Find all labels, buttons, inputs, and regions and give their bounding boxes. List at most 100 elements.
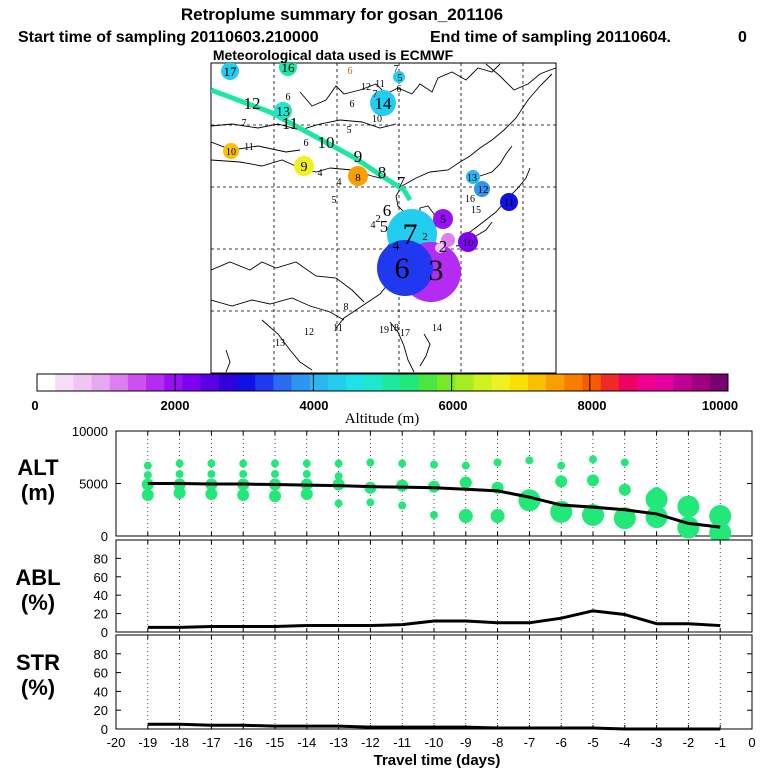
cluster-1: [441, 233, 455, 247]
colorbar-swatch: [309, 374, 329, 391]
alt-scatter-point: [141, 489, 154, 502]
x-tick-label: -15: [266, 735, 285, 750]
alt-scatter-point: [302, 459, 311, 468]
x-tick-label: -20: [107, 735, 126, 750]
y-tick-label: 0: [101, 722, 108, 737]
svg-text:6: 6: [397, 84, 402, 95]
alt-scatter-point: [613, 507, 636, 530]
alt-scatter-point: [398, 501, 407, 510]
alt-scatter-point: [205, 488, 218, 500]
colorbar-swatch: [382, 374, 402, 391]
panel-frame-abl: [115, 539, 753, 633]
y-tick-label: 10000: [72, 424, 108, 439]
cluster-5: [433, 209, 453, 229]
alt-scatter-point: [366, 458, 375, 467]
alt-scatter-point: [620, 458, 629, 467]
alt-scatter-point: [458, 509, 473, 524]
colorbar-tick-8000: 8000: [578, 398, 607, 413]
alt-scatter-point: [143, 471, 152, 480]
x-tick-label: -12: [361, 735, 380, 750]
svg-text:19: 19: [379, 325, 389, 336]
svg-text:14: 14: [432, 323, 442, 334]
alt-scatter-point: [334, 459, 343, 468]
svg-text:6: 6: [383, 201, 392, 220]
cluster-13b: [466, 170, 480, 184]
svg-text:5: 5: [380, 217, 389, 236]
alt-scatter-point: [207, 459, 216, 468]
colorbar-swatch: [91, 374, 111, 391]
svg-text:6: 6: [286, 92, 291, 103]
x-tick-label: -10: [425, 735, 444, 750]
x-tick-label: -6: [555, 735, 567, 750]
x-tick-label: -1: [714, 735, 726, 750]
alt-panel-label: ALT: [17, 455, 59, 480]
colorbar-swatch: [273, 374, 292, 391]
svg-text:7: 7: [242, 118, 247, 129]
svg-text:3: 3: [429, 254, 444, 287]
svg-text:11: 11: [244, 142, 254, 153]
svg-text:10: 10: [463, 237, 475, 249]
met-data-label: Meteorological data used is ECMWF: [213, 47, 454, 63]
svg-text:5: 5: [440, 212, 446, 226]
svg-text:18: 18: [389, 323, 399, 334]
y-tick-label: 80: [94, 647, 108, 662]
colorbar-swatch: [255, 374, 274, 391]
svg-text:10: 10: [318, 133, 335, 152]
svg-text:10: 10: [226, 147, 236, 158]
abl-panel-label: ABL: [15, 565, 60, 590]
alt-scatter-point: [366, 498, 375, 507]
svg-text:8: 8: [378, 163, 387, 182]
svg-text:6: 6: [395, 252, 410, 285]
cluster-17: [221, 63, 239, 80]
svg-text:11: 11: [504, 197, 515, 209]
panel-frame-str: [115, 634, 753, 730]
colorbar-swatch: [673, 374, 693, 391]
colorbar-swatch: [291, 374, 311, 391]
y-tick-label: 80: [94, 551, 108, 566]
alt-scatter-point: [239, 470, 248, 479]
svg-text:14: 14: [375, 94, 393, 113]
x-tick-label: -3: [651, 735, 663, 750]
colorbar-swatch: [164, 374, 183, 391]
colorbar-swatch: [400, 374, 420, 391]
abl-panel-unit: (%): [21, 590, 55, 615]
colorbar-swatch: [364, 374, 383, 391]
svg-text:6: 6: [348, 66, 353, 77]
svg-text:8: 8: [344, 302, 349, 313]
alt-scatter-point: [271, 459, 279, 468]
svg-text:13: 13: [275, 338, 285, 349]
alt-scatter-point: [618, 483, 631, 496]
cluster-15: [393, 71, 405, 83]
svg-text:4: 4: [371, 220, 376, 231]
map-day-labels: 17 16 6 7 5 12 11 7 6 6 6 14 12 13 7 11 …: [224, 63, 515, 349]
svg-text:10: 10: [372, 114, 382, 125]
svg-text:4: 4: [393, 239, 400, 254]
alt-scatter-point: [525, 456, 534, 465]
y-tick-label: 40: [94, 588, 108, 603]
alt-scatter-point: [207, 470, 216, 479]
x-tick-label: -11: [393, 735, 411, 750]
svg-text:4: 4: [337, 177, 342, 188]
colorbar-swatch: [437, 374, 456, 391]
cluster-10: [223, 143, 239, 159]
svg-text:2: 2: [375, 213, 381, 225]
cluster-8: [348, 166, 368, 186]
y-tick-label: 60: [94, 666, 108, 681]
alt-scatter-point: [459, 476, 472, 489]
x-tick-label: 0: [748, 735, 755, 750]
x-tick-label: -14: [297, 735, 316, 750]
alt-scatter-point: [334, 472, 343, 481]
alt-scatter-point: [430, 460, 438, 469]
alt-scatter-point: [461, 461, 470, 470]
alt-scatter-point: [175, 459, 184, 468]
cluster-2: [435, 243, 445, 253]
colorbar-swatch: [182, 374, 202, 391]
svg-text:7: 7: [394, 64, 399, 75]
end-time-label: End time of sampling 20110604.: [430, 29, 671, 46]
y-tick-label: 0: [101, 625, 108, 640]
colorbar-swatch: [600, 374, 620, 391]
alt-scatter-point: [302, 470, 311, 479]
colorbar-swatch: [127, 374, 147, 391]
cluster-13: [274, 102, 292, 120]
